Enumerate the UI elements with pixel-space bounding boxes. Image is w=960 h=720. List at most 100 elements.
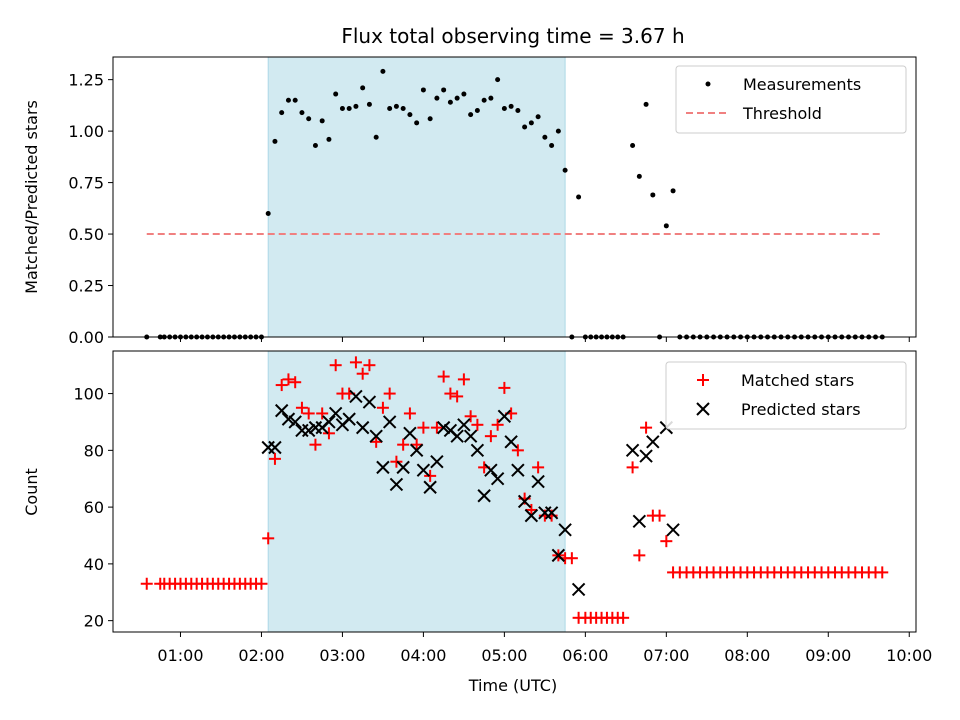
predicted-star-point [524,508,539,523]
measurement-point [427,116,433,122]
measurement-point [312,143,318,149]
matched-star-point [302,407,315,420]
legend-matched-marker [697,374,709,386]
legend-measurements-label: Measurements [743,75,861,94]
x-tick-label: 07:00 [643,646,689,665]
measurement-point [333,91,339,97]
measurement-point [461,91,467,97]
bottom-panel: 20 40 60 80 100 01:00 02:00 03:00 04:00 05:00 06:… [22,350,932,695]
predicted-star-point [632,514,647,529]
x-tick-label: 03:00 [319,646,365,665]
measurement-point [630,143,636,149]
matched-star-point [356,367,369,380]
bottom-y-tick-label: 60 [84,498,104,517]
predicted-star-point [342,412,356,426]
matched-star-point [457,373,470,386]
bottom-axes-frame [112,350,917,633]
predicted-star-point [470,443,485,458]
measurement-point [299,110,305,116]
predicted-star-point [274,403,289,418]
matched-star-point [370,435,383,448]
matched-star-point [289,376,302,389]
predicted-star-point [355,420,370,435]
predicted-star-point [625,443,640,458]
measurement-point [670,188,676,194]
bottom-x-axis: 01:00 02:00 03:00 04:00 05:00 06:00 07:00 08:00… [157,632,932,665]
predicted-star-point [430,454,444,469]
predicted-star-point [484,463,498,477]
measurement-point [562,167,568,173]
measurement-point [373,134,379,140]
matched-star-point [329,359,342,372]
bottom-y-tick-label: 100 [73,385,104,404]
measurement-point [535,114,541,120]
predicted-star-point [396,460,410,475]
matched-star-point [653,509,666,522]
matched-star-point [363,359,376,372]
predicted-star-point [639,449,653,463]
matched-star-point [532,461,545,474]
measurement-point [522,124,528,130]
predicted-star-point [544,506,559,520]
predicted-star-point [416,463,431,477]
matched-star-point [424,469,437,482]
measurement-point [414,120,420,126]
predicted-star-point [646,435,660,449]
matched-star-point [268,452,281,465]
measurement-point [542,134,548,140]
x-tick-label: 08:00 [724,646,770,665]
measurement-point [468,112,474,118]
x-tick-label: 06:00 [562,646,608,665]
top-y-tick-label: 0.25 [68,277,104,296]
legend-matched-label: Matched stars [741,371,854,390]
bottom-y-axis: 20 40 60 80 100 [73,385,113,631]
predicted-star-point [511,463,525,477]
bottom-y-axis-label: Count [22,468,41,516]
measurement-point [420,87,426,93]
measurement-point [393,103,399,109]
x-tick-label: 04:00 [400,646,446,665]
measurement-point [636,173,642,179]
matched-star-point [626,461,639,474]
bottom-legend: Matched stars Predicted stars [665,361,907,430]
legend-predicted-marker [696,402,710,416]
x-tick-label: 01:00 [157,646,203,665]
matched-star-point [565,552,578,565]
measurement-point [380,68,386,74]
predicted-star-point [376,460,390,475]
measurement-point [576,194,582,200]
x-tick-label: 02:00 [238,646,284,665]
measurement-point [549,143,555,149]
measurement-point [353,103,359,109]
predicted-star-point [490,472,505,486]
legend-predicted-label: Predicted stars [741,400,861,419]
matched-star-point [140,577,153,590]
measurement-point [272,138,278,144]
predicted-star-point [403,426,417,441]
predicted-star-point [436,420,451,435]
bottom-legend-box [665,361,907,430]
predicted-star-point [281,412,296,426]
measurement-point [515,108,521,114]
matched-star-point [437,370,450,383]
matched-star-point [390,455,403,468]
matched-star-point [316,407,329,420]
measurement-point [508,103,514,109]
top-y-tick-label: 0.50 [68,225,104,244]
predicted-star-point [666,523,680,537]
matched-star-point [275,379,288,392]
matched-star-point [349,356,362,369]
matched-star-point [295,401,308,414]
measurement-point [434,95,440,101]
top-y-axis-label: Matched/Predicted stars [22,100,41,294]
predicted-star-point [423,480,437,494]
predicted-star-point [288,415,302,429]
measurement-point [360,85,366,91]
predicted-star-point [369,429,383,443]
matched-star-point [464,410,477,423]
bottom-y-tick-label: 20 [84,612,104,631]
measurement-point [326,136,332,142]
bottom-y-tick-label: 40 [84,555,104,574]
top-y-tick-label: 1.00 [68,122,104,141]
measurement-point [292,97,298,103]
